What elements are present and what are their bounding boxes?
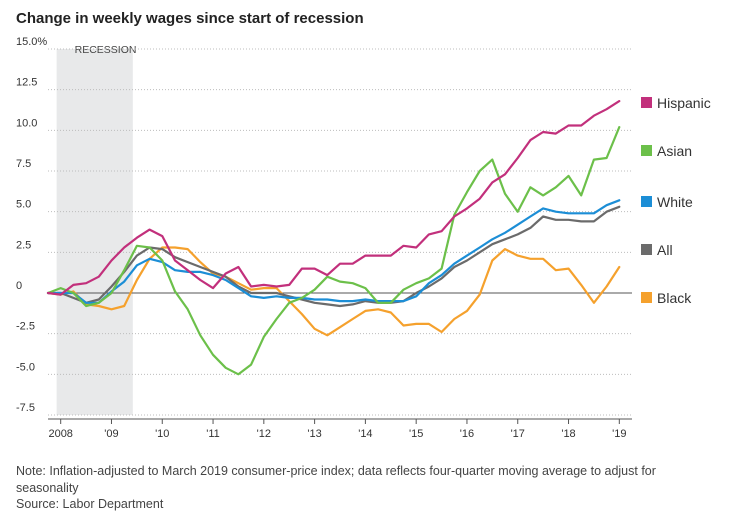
x-tick-label: '19 (612, 428, 626, 440)
y-tick-label: 12.5 (16, 77, 37, 89)
chart-note: Note: Inflation-adjusted to March 2019 c… (16, 464, 656, 495)
y-tick-label: -7.5 (16, 402, 35, 414)
legend-label-white: White (657, 194, 693, 210)
y-tick-label: 7.5 (16, 158, 31, 170)
legend-swatch-black (641, 292, 652, 303)
series-line-all (46, 205, 621, 308)
y-tick-label: -5.0 (16, 361, 35, 373)
y-tick-label: 10.0 (16, 117, 37, 129)
series-line-hispanic (46, 99, 621, 296)
y-tick-label: 0 (16, 280, 22, 292)
x-tick-label: '17 (511, 428, 525, 440)
chart-source: Source: Labor Department (16, 497, 164, 511)
series-line-black (46, 246, 621, 337)
y-tick-label: -2.5 (16, 321, 35, 333)
chart-title: Change in weekly wages since start of re… (16, 10, 364, 27)
series-line-white (46, 199, 621, 304)
x-tick-label: '09 (104, 428, 118, 440)
recession-band (56, 49, 133, 415)
line-chart: RECESSION 15.0% 12.5 10.0 7.5 5.0 2.5 0 -2.5 -5.0… (16, 36, 711, 440)
recession-label: RECESSION (75, 44, 137, 56)
legend-label-all: All (657, 242, 673, 258)
x-tick-label: 2008 (48, 428, 72, 440)
x-tick-label: '16 (460, 428, 474, 440)
x-tick-label: '15 (409, 428, 423, 440)
legend-swatch-hispanic (641, 97, 652, 108)
y-tick-label: 2.5 (16, 239, 31, 251)
x-tick-label: '11 (206, 428, 220, 440)
legend-label-black: Black (657, 290, 692, 306)
legend-label-hispanic: Hispanic (657, 95, 711, 111)
x-tick-label: '14 (358, 428, 372, 440)
legend-swatch-asian (641, 145, 652, 156)
legend-label-asian: Asian (657, 143, 692, 159)
x-tick-label: '10 (155, 428, 169, 440)
x-tick-label: '18 (561, 428, 575, 440)
legend-swatch-white (641, 196, 652, 207)
x-tick-label: '12 (257, 428, 271, 440)
legend-swatch-all (641, 244, 652, 255)
series-line-asian (46, 125, 621, 376)
y-tick-label: 5.0 (16, 199, 31, 211)
x-tick-label: '13 (307, 428, 321, 440)
y-tick-label: 15.0% (16, 36, 47, 48)
